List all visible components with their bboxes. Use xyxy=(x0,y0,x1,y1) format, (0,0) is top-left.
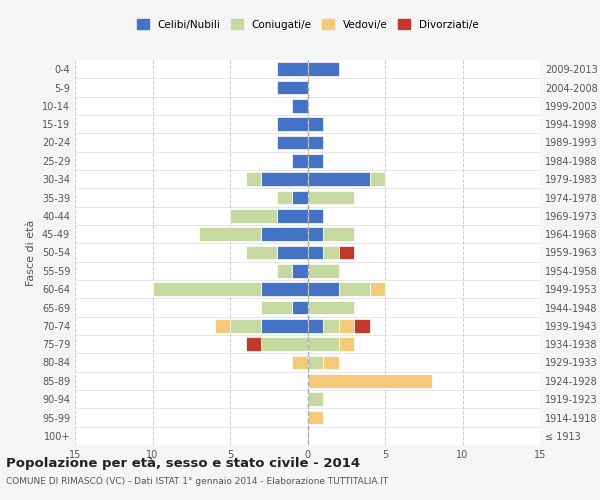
Bar xyxy=(308,356,323,370)
Bar xyxy=(215,319,230,332)
Bar xyxy=(308,62,338,76)
Bar xyxy=(277,62,308,76)
Bar xyxy=(292,300,308,314)
Bar xyxy=(308,154,323,168)
Bar xyxy=(277,136,308,149)
Bar xyxy=(261,319,308,332)
Bar xyxy=(261,172,308,186)
Bar xyxy=(152,282,261,296)
Bar xyxy=(261,282,308,296)
Bar xyxy=(245,246,277,260)
Bar xyxy=(277,80,308,94)
Bar xyxy=(292,264,308,278)
Bar xyxy=(277,209,308,222)
Text: COMUNE DI RIMASCO (VC) - Dati ISTAT 1° gennaio 2014 - Elaborazione TUTTITALIA.IT: COMUNE DI RIMASCO (VC) - Dati ISTAT 1° g… xyxy=(6,478,388,486)
Bar xyxy=(308,190,354,204)
Bar xyxy=(277,190,292,204)
Bar xyxy=(323,228,354,241)
Bar xyxy=(261,228,308,241)
Bar xyxy=(199,228,261,241)
Text: Popolazione per età, sesso e stato civile - 2014: Popolazione per età, sesso e stato civil… xyxy=(6,458,360,470)
Bar xyxy=(292,154,308,168)
Bar xyxy=(292,99,308,112)
Bar xyxy=(308,264,338,278)
Bar xyxy=(338,246,354,260)
Y-axis label: Fasce di età: Fasce di età xyxy=(26,220,36,286)
Bar xyxy=(323,356,338,370)
Bar xyxy=(261,338,308,351)
Bar xyxy=(308,338,338,351)
Bar xyxy=(308,228,323,241)
Bar xyxy=(308,136,323,149)
Bar xyxy=(338,338,354,351)
Bar xyxy=(308,246,323,260)
Bar xyxy=(277,118,308,131)
Bar xyxy=(338,319,354,332)
Bar xyxy=(370,172,385,186)
Bar xyxy=(261,300,292,314)
Bar xyxy=(308,209,323,222)
Bar xyxy=(308,300,354,314)
Bar xyxy=(292,356,308,370)
Bar xyxy=(245,338,261,351)
Bar xyxy=(338,282,370,296)
Bar xyxy=(230,319,261,332)
Bar xyxy=(308,118,323,131)
Bar xyxy=(245,172,261,186)
Bar xyxy=(308,282,338,296)
Bar xyxy=(308,392,323,406)
Bar xyxy=(323,246,338,260)
Bar xyxy=(370,282,385,296)
Bar xyxy=(308,172,370,186)
Bar xyxy=(354,319,370,332)
Legend: Celibi/Nubili, Coniugati/e, Vedovi/e, Divorziati/e: Celibi/Nubili, Coniugati/e, Vedovi/e, Di… xyxy=(133,15,482,34)
Bar xyxy=(308,319,323,332)
Bar xyxy=(292,190,308,204)
Bar xyxy=(230,209,277,222)
Bar xyxy=(308,410,323,424)
Bar xyxy=(308,374,431,388)
Bar xyxy=(323,319,338,332)
Bar xyxy=(277,264,292,278)
Bar xyxy=(277,246,308,260)
